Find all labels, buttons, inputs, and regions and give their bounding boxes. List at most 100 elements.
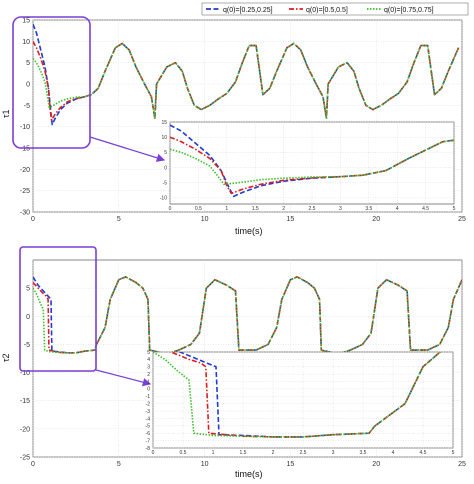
tau1-xtick-4: 20 (372, 216, 380, 223)
tau1-inset-ytick-3: 0 (164, 165, 167, 171)
tau1-series-2 (33, 40, 460, 122)
zoom-region-tau1 (12, 16, 91, 149)
tau1-xtick-3: 15 (287, 216, 295, 223)
tau2-inset-xtick-8: 4 (392, 450, 395, 456)
zoom-region-tau2 (19, 246, 97, 372)
inset-tau1: 0 0.5 1 1.5 2 2.5 3 3.5 4 4.5 5 15 10 5 0 -5 -10 (160, 120, 456, 212)
tau2-xtick-2: 10 (201, 461, 209, 468)
tau2-inset-ytick-6: -1 (146, 394, 151, 400)
inset-tau2: 0 0.5 1 1.5 2 2.5 3 3.5 4 4.5 5543210-1-2-3-4-5-6-… (146, 350, 455, 456)
legend-entry-3: q(0)=[0.75,0.75] (384, 7, 434, 14)
tau1-inset-ytick-4: -5 (163, 181, 168, 187)
zoom-arrow-tau2 (95, 369, 152, 387)
tau1-inset-xtick-6: 3 (339, 206, 342, 212)
legend-box (201, 2, 469, 16)
tau2-ytick-2: -5 (24, 342, 30, 349)
tau2-xtick-4: 20 (372, 461, 380, 468)
tau2-inset-series-2 (168, 352, 442, 438)
tau2-ytick-0: 5 (26, 286, 30, 293)
inset-series-tau1 (170, 124, 454, 198)
tau1-ytick-7: -20 (20, 167, 30, 174)
legend: q(0)=[0.25,0.25] q(0)=[0.5,0.5] q(0)=[0.… (201, 2, 469, 16)
series-tau1 (33, 23, 460, 126)
zoom-arrow-tau1 (89, 136, 166, 162)
tau2-inset-xtick-3: 1.5 (240, 450, 247, 456)
tau2-inset-ytick-13: -8 (146, 446, 151, 452)
tau2-xtick-5: 25 (458, 461, 466, 468)
tau2-inset-xtick-2: 1 (212, 450, 215, 456)
tau1-ytick-8: -25 (20, 188, 30, 195)
tau1-ytick-5: -10 (20, 124, 30, 131)
tau1-inset-xtick-3: 1.5 (252, 206, 259, 212)
tau2-ytick-5: -20 (20, 426, 30, 433)
tau2-inset-ytick-10: -5 (146, 424, 151, 430)
legend-entry-1: q(0)=[0.25,0.25] (223, 7, 273, 14)
tau1-inset-series-3 (170, 139, 454, 186)
inset-ticks-tau1: 0 0.5 1 1.5 2 2.5 3 3.5 4 4.5 5 15 10 5 0 -5 -10 (160, 120, 456, 212)
inset-ticks-tau2: 0 0.5 1 1.5 2 2.5 3 3.5 4 4.5 5543210-1-2-3-4-5-6-… (146, 350, 455, 456)
tau1-inset-xtick-10: 5 (453, 206, 456, 212)
tau1-ytick-0: 15 (22, 18, 30, 25)
tau2-inset-xtick-6: 3 (332, 450, 335, 456)
tau1-inset-ytick-0: 15 (161, 120, 167, 126)
tau1-inset-ytick-5: -10 (160, 196, 167, 202)
tau2-inset-ytick-0: 5 (147, 350, 150, 356)
tau2-inset-ytick-9: -4 (146, 416, 151, 422)
tau1-inset-xtick-5: 2.5 (309, 206, 316, 212)
tau1-xtick-0: 0 (31, 216, 35, 223)
xlabel-tau2: time(s) (235, 469, 263, 479)
tau2-inset-ytick-1: 4 (147, 357, 150, 363)
tau1-ytick-3: 0 (26, 82, 30, 89)
tau2-inset-xtick-10: 5 (452, 450, 455, 456)
tau1-inset-xtick-9: 4.5 (422, 206, 429, 212)
tau2-inset-ytick-4: 1 (147, 379, 150, 385)
tau2-ytick-1: 0 (26, 314, 30, 321)
tau2-inset-ytick-12: -7 (146, 438, 151, 444)
tau1-xtick-5: 25 (458, 216, 466, 223)
tau1-inset-xtick-1: 0.5 (195, 206, 202, 212)
tau2-inset-xtick-5: 2.5 (300, 450, 307, 456)
tau2-inset-xtick-1: 0.5 (180, 450, 187, 456)
tau1-inset-ytick-2: 5 (164, 150, 167, 156)
tau1-ytick-4: -5 (24, 103, 30, 110)
tau2-inset-ytick-3: 2 (147, 372, 150, 378)
tau2-inset-ytick-7: -2 (146, 401, 151, 407)
ylabel-tau2: τ2 (1, 353, 11, 362)
tau1-ytick-9: -30 (20, 210, 30, 217)
tau1-inset-xtick-8: 4 (396, 206, 399, 212)
ylabel-tau1: τ1 (1, 109, 11, 118)
tau1-inset-ytick-1: 10 (161, 135, 167, 141)
tau1-xtick-2: 10 (201, 216, 209, 223)
tau1-ytick-2: 5 (26, 60, 30, 67)
tau1-inset-xtick-7: 3.5 (365, 206, 372, 212)
inset-grid-tau2 (152, 351, 454, 449)
tau2-series-3 (33, 276, 462, 354)
tau2-xtick-1: 5 (117, 461, 121, 468)
tau2-xtick-0: 0 (31, 461, 35, 468)
tau1-inset-xtick-0: 0 (169, 206, 172, 212)
xlabel-tau1: time(s) (235, 226, 263, 236)
tau2-inset-xtick-0: 0 (152, 450, 155, 456)
series-tau2 (33, 276, 462, 354)
tau1-ytick-1: 10 (22, 39, 30, 46)
tau2-inset-xtick-7: 3.5 (360, 450, 367, 456)
tau2-inset-ytick-8: -3 (146, 409, 151, 415)
tau2-inset-xtick-4: 2 (272, 450, 275, 456)
tau2-ytick-4: -15 (20, 398, 30, 405)
tau1-xtick-1: 5 (117, 216, 121, 223)
tau2-inset-xtick-9: 4.5 (420, 450, 427, 456)
tau1-inset-xtick-4: 2 (282, 206, 285, 212)
inset-series-tau2 (153, 352, 442, 438)
tau1-inset-xtick-2: 1 (225, 206, 228, 212)
inset-grid-tau1 (169, 121, 455, 204)
tau2-inset-ytick-11: -6 (146, 431, 151, 437)
tau2-inset-ytick-5: 0 (147, 387, 150, 393)
tau2-ytick-6: -25 (20, 455, 30, 462)
tau1-series-3 (33, 42, 460, 119)
tau2-inset-ytick-2: 3 (147, 365, 150, 371)
